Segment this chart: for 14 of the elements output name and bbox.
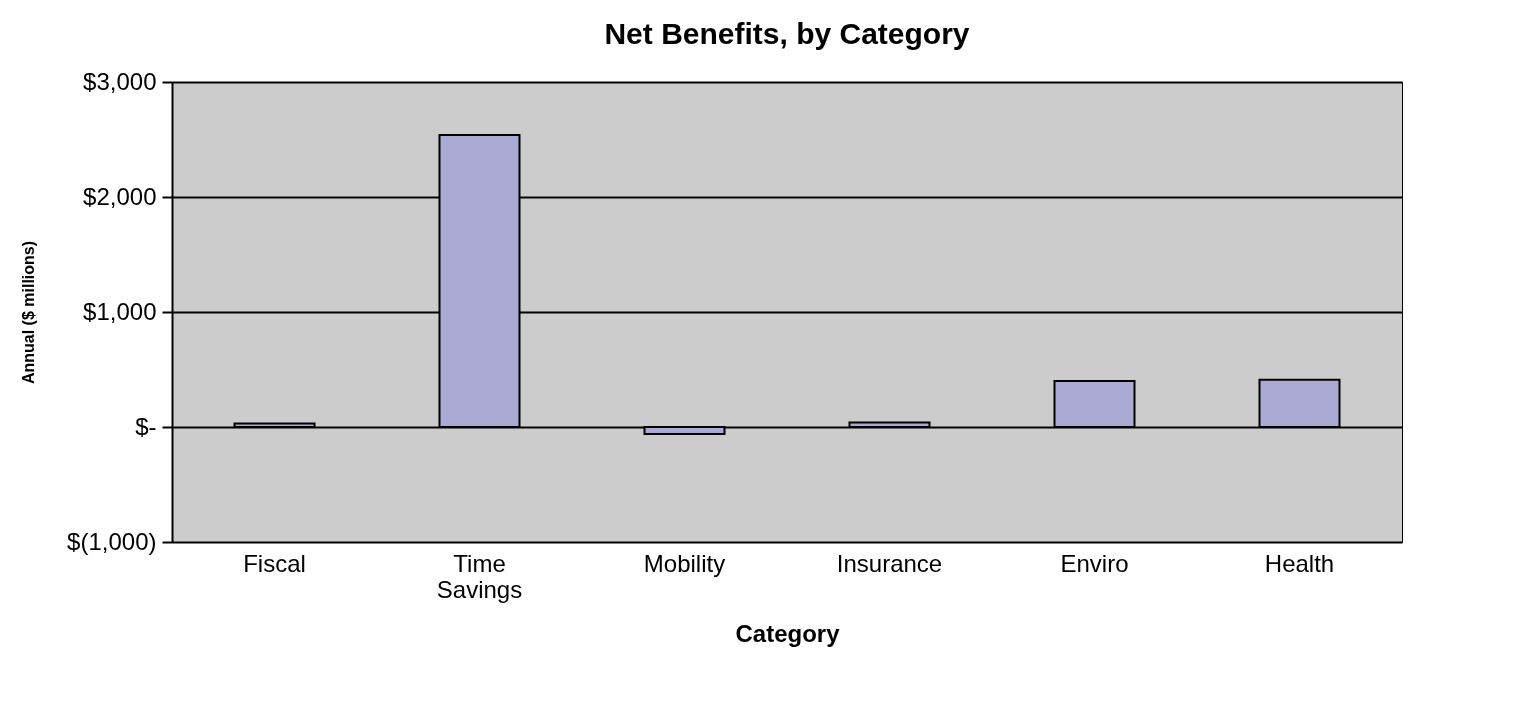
- y-tick-label: $1,000: [83, 297, 157, 325]
- x-tick-label: Health: [1264, 549, 1335, 577]
- y-tick-label: $-: [135, 412, 157, 440]
- x-tick-label: Enviro: [1060, 549, 1129, 577]
- x-tick-label: Insurance: [836, 549, 943, 577]
- y-tick-label: $(1,000): [67, 527, 157, 555]
- chart-title: Net Benefits, by Category: [604, 17, 970, 50]
- x-tick-label: Fiscal: [243, 549, 306, 577]
- x-tick-label: Mobility: [643, 549, 726, 577]
- x-tick-label: Time Savings: [436, 549, 523, 603]
- y-tick-label: $2,000: [83, 182, 157, 210]
- y-tick-label: $3,000: [83, 67, 157, 95]
- x-axis-title: Category: [735, 619, 841, 647]
- y-axis-title: Annual ($ millions): [20, 240, 38, 385]
